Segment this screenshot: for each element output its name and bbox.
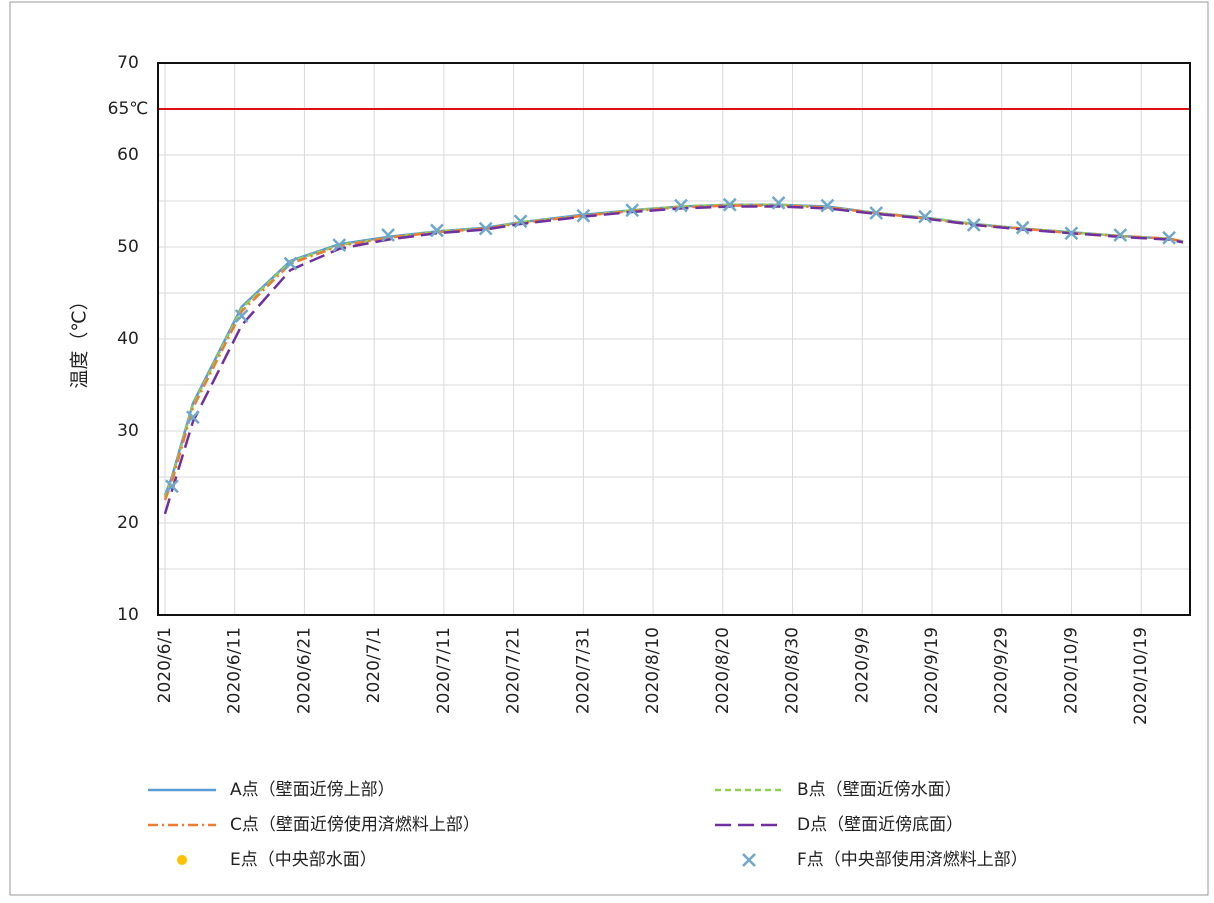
marker (283, 256, 298, 271)
x-tick-label: 2020/9/9 (852, 627, 872, 703)
y-tick-label: 40 (117, 329, 139, 349)
marker (430, 223, 444, 238)
marker (381, 228, 395, 242)
x-tick-label: 2020/7/1 (364, 627, 384, 703)
marker (771, 195, 786, 210)
marker (576, 208, 591, 223)
legend-label: F点（中央部使用済燃料上部） (797, 849, 1028, 870)
x-tick-label: 2020/10/19 (1131, 627, 1151, 725)
x-tick-label: 2020/10/9 (1061, 627, 1081, 714)
marker (918, 209, 932, 224)
x-tick-label: 2020/8/20 (713, 627, 733, 714)
marker (1064, 226, 1079, 241)
marker (722, 197, 737, 212)
marker (820, 198, 835, 213)
legend-label: B点（壁面近傍水面） (797, 780, 962, 800)
x-tick-label: 2020/8/30 (783, 627, 803, 714)
marker (234, 309, 249, 323)
chart-border (9, 1, 1209, 896)
x-tick-label: 2020/9/19 (922, 627, 942, 714)
legend-label: D点（壁面近傍底面） (797, 815, 963, 835)
marker (1015, 220, 1030, 235)
x-tick-label: 2020/6/11 (225, 627, 245, 714)
legend-label: E点（中央部水面） (230, 850, 377, 870)
marker (478, 221, 493, 236)
x-tick-label: 2020/7/21 (504, 627, 524, 714)
y-tick-label: 20 (117, 513, 139, 533)
marker (625, 203, 640, 218)
x-tick-label: 2020/9/29 (992, 627, 1012, 714)
marker (513, 214, 528, 229)
marker (1113, 228, 1128, 242)
y-tick-label: 60 (117, 145, 139, 165)
series-line (163, 204, 1184, 501)
marker (674, 198, 688, 213)
series-line (163, 203, 1184, 498)
legend-swatch (742, 853, 756, 867)
y-tick-label: 30 (117, 421, 139, 441)
y-axis-title: 温度（℃） (69, 291, 91, 388)
y-tick-label: 50 (117, 237, 139, 257)
series-line (163, 203, 1184, 496)
x-tick-label: 2020/6/1 (155, 627, 175, 703)
y-tick-label: 70 (117, 53, 139, 73)
marker (185, 410, 200, 425)
legend-label: C点（壁面近傍使用済燃料上部） (230, 814, 480, 835)
marker (966, 218, 981, 232)
legend-label: A点（壁面近傍上部） (230, 780, 395, 800)
marker (332, 238, 347, 253)
x-tick-label: 2020/8/10 (643, 627, 663, 714)
marker (1162, 230, 1176, 245)
x-tick-label: 2020/7/31 (573, 627, 593, 714)
legend-swatch (177, 855, 187, 865)
marker (869, 206, 884, 220)
x-tick-label: 2020/6/21 (294, 627, 314, 714)
x-tick-label: 2020/7/11 (434, 627, 454, 714)
plot-frame (157, 62, 1191, 616)
y-tick-label: 10 (117, 605, 139, 625)
series-line (163, 205, 1184, 515)
y-tick-label: 65℃ (108, 99, 149, 119)
marker (165, 479, 179, 494)
